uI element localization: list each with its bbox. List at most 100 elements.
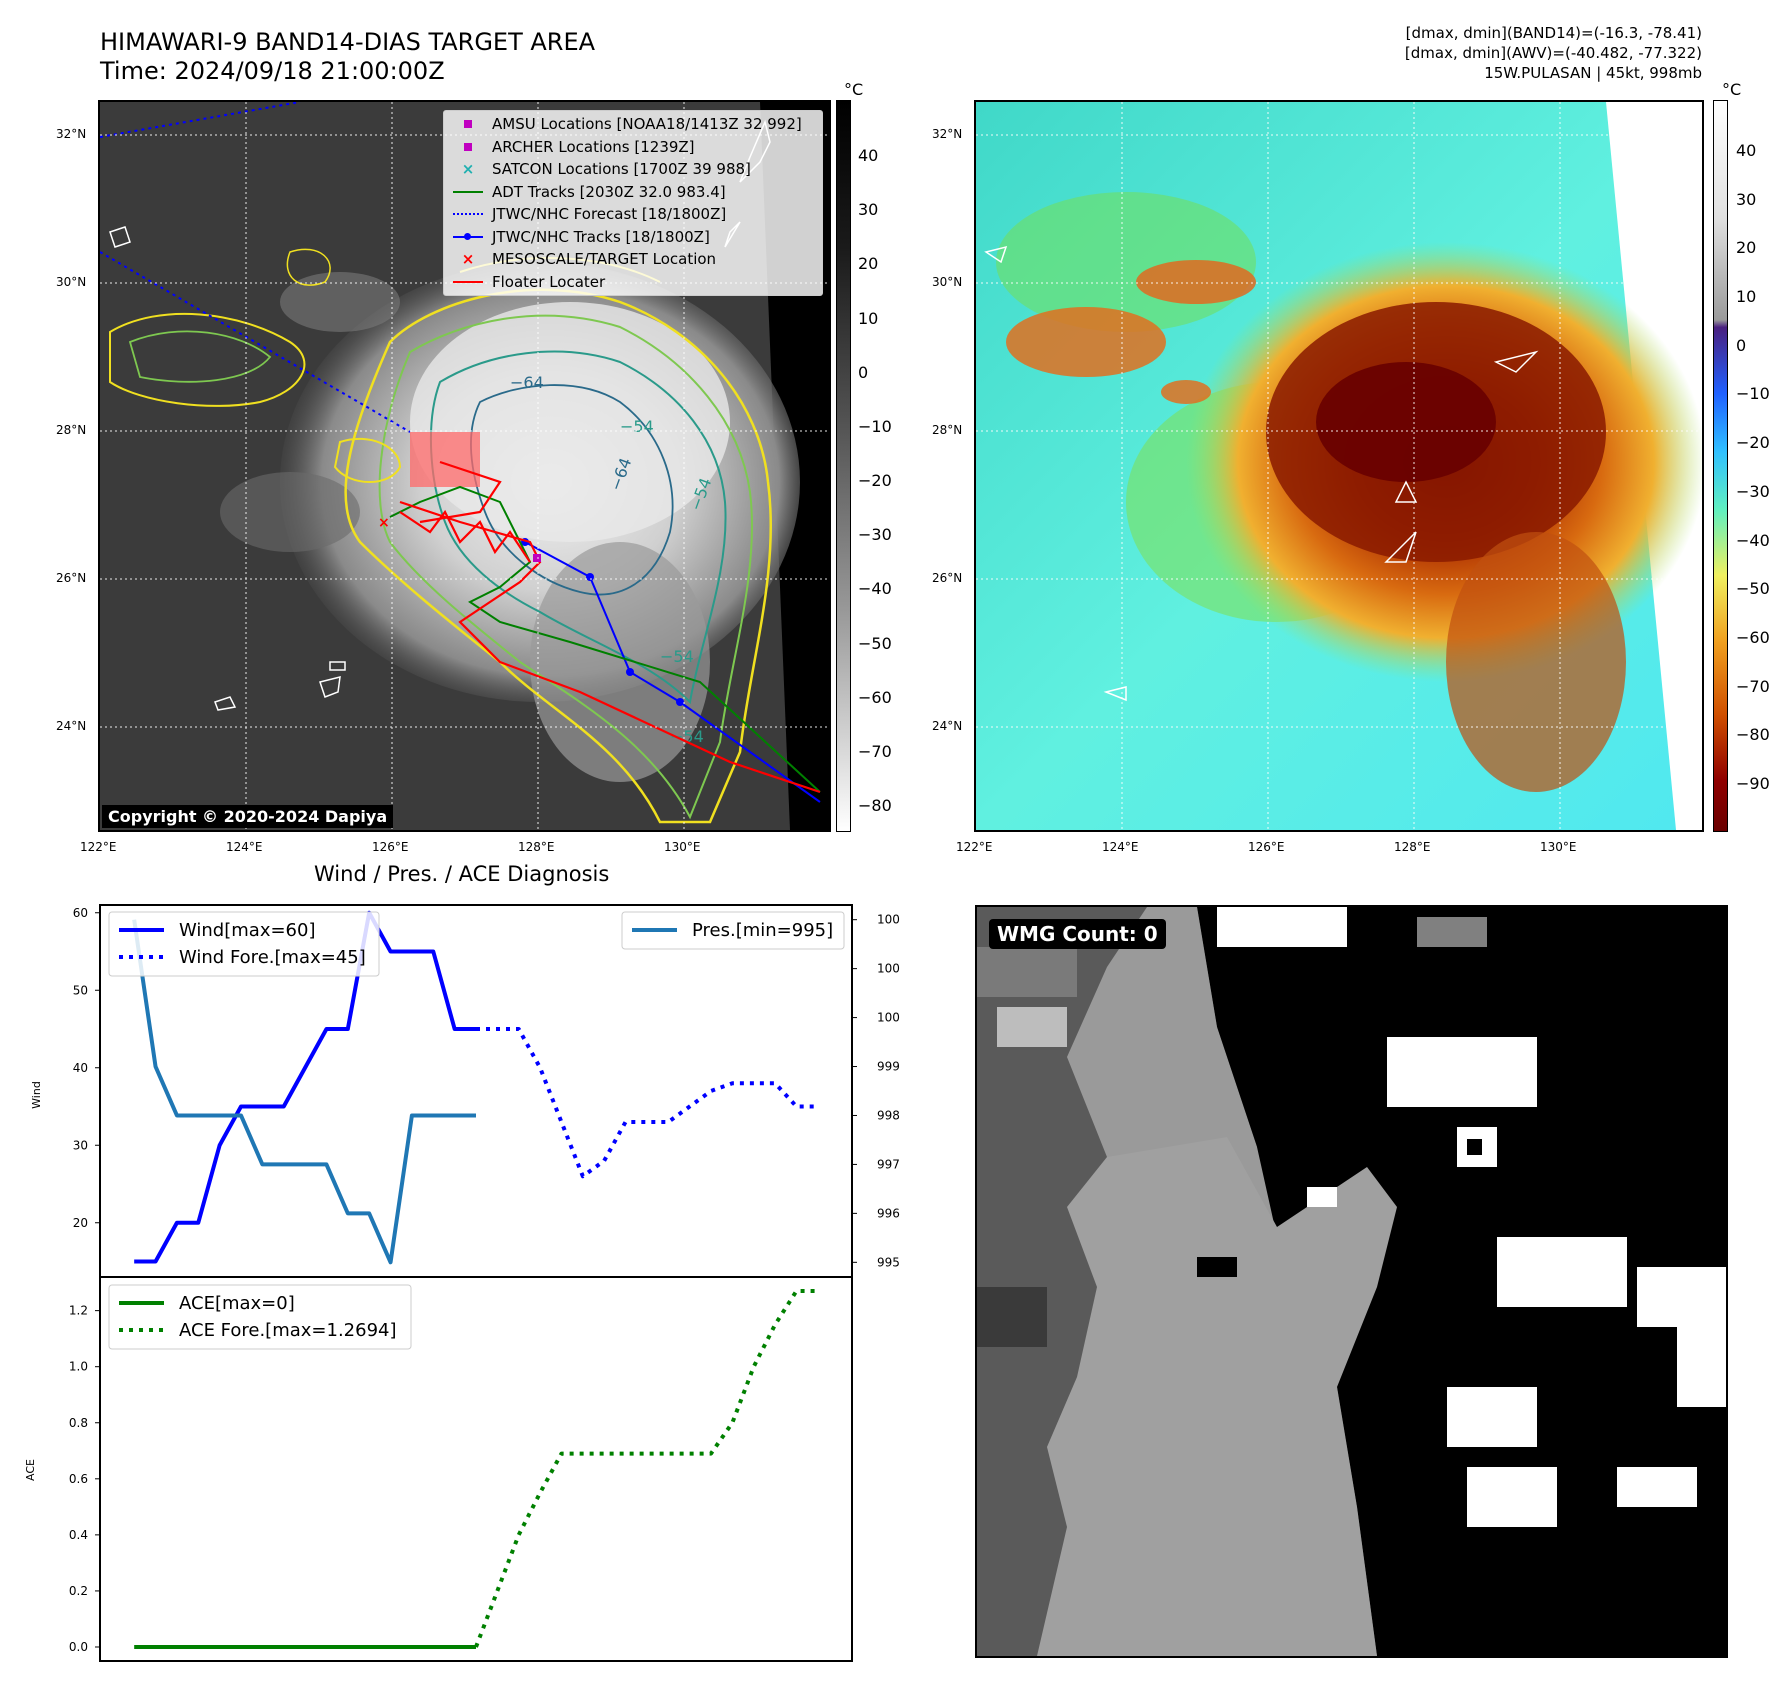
contour-label: −64 bbox=[510, 373, 544, 392]
legend-label: ACE[max=0] bbox=[179, 1293, 295, 1314]
legend-label: Wind Fore.[max=45] bbox=[179, 947, 366, 968]
colorbar-tick: −60 bbox=[1736, 627, 1770, 647]
y-tick-label: 0.6 bbox=[69, 1472, 88, 1486]
legend-item-satcon: × SATCON Locations [1700Z 39 988] bbox=[444, 158, 822, 181]
colorbar-tick: −10 bbox=[1736, 384, 1770, 404]
band14-colorbar bbox=[836, 100, 851, 832]
chart-title: Wind / Pres. / ACE Diagnosis bbox=[314, 862, 610, 886]
colorbar-tick: −10 bbox=[858, 416, 892, 436]
lon-label: 124°E bbox=[226, 840, 263, 854]
lat-label: 32°N bbox=[932, 127, 963, 141]
y-axis-label: ACE bbox=[24, 1459, 37, 1481]
colorbar-tick: 10 bbox=[858, 308, 879, 328]
square-marker-icon bbox=[444, 142, 492, 151]
y-tick-label: 20 bbox=[73, 1216, 88, 1230]
y-right-tick-label: 998 bbox=[877, 1108, 900, 1122]
colorbar-tick: −20 bbox=[858, 471, 892, 490]
wmg-panel: WMG Count: 0 bbox=[975, 905, 1728, 1658]
legend-label: SATCON Locations [1700Z 39 988] bbox=[492, 160, 751, 179]
colorbar-tick: 20 bbox=[1736, 238, 1757, 258]
legend-label: AMSU Locations [NOAA18/1413Z 32 992] bbox=[492, 115, 802, 134]
y-right-tick-label: 1002 bbox=[877, 913, 900, 927]
colorbar-tick: 10 bbox=[1736, 287, 1757, 307]
colorbar-tick: 30 bbox=[1736, 189, 1757, 209]
pressure-legend bbox=[621, 911, 845, 950]
contour-label: −54 bbox=[670, 727, 704, 746]
awv-map-image bbox=[976, 102, 1702, 830]
lat-label: 24°N bbox=[932, 719, 963, 733]
dotted-line-icon bbox=[444, 213, 492, 216]
y-right-tick-label: 997 bbox=[877, 1157, 900, 1171]
lon-label: 126°E bbox=[372, 840, 409, 854]
lon-label: 126°E bbox=[1248, 840, 1285, 854]
y-axis-label: Wind bbox=[30, 1081, 43, 1109]
legend-label: ACE Fore.[max=1.2694] bbox=[179, 1320, 397, 1341]
lon-label: 130°E bbox=[1540, 840, 1577, 854]
colorbar-tick: 20 bbox=[858, 254, 879, 274]
y-tick-label: 40 bbox=[73, 1061, 88, 1075]
legend-label: Pres.[min=995] bbox=[692, 920, 833, 941]
colorbar-tick: −50 bbox=[1736, 579, 1770, 599]
colorbar-tick: 0 bbox=[858, 362, 869, 382]
legend-label: MESOSCALE/TARGET Location bbox=[492, 250, 717, 269]
legend-label: Floater Locater bbox=[492, 272, 606, 291]
y-tick-label: 0.4 bbox=[69, 1528, 88, 1542]
colorbar-tick: 0 bbox=[1736, 335, 1747, 355]
wmg-count-label: WMG Count: 0 bbox=[989, 919, 1166, 949]
colorbar-tick: −30 bbox=[858, 525, 892, 545]
wind-legend bbox=[108, 911, 380, 977]
legend-item-archer: ARCHER Locations [1239Z] bbox=[444, 136, 822, 159]
y-right-tick-label: 1000 bbox=[877, 1011, 900, 1025]
legend-label: JTWC/NHC Tracks [18/1800Z] bbox=[492, 227, 710, 246]
y-right-tick-label: 999 bbox=[877, 1060, 900, 1074]
colorbar-tick: −50 bbox=[858, 633, 892, 653]
series-line-wind-forecast bbox=[476, 1027, 818, 1179]
colorbar-tick: −70 bbox=[1736, 676, 1770, 696]
colorbar-tick: −80 bbox=[1736, 725, 1770, 745]
x-marker-icon: × bbox=[461, 250, 475, 269]
colorbar-tick: 40 bbox=[858, 146, 879, 165]
contour-label: −54 bbox=[660, 647, 694, 666]
lat-label: 26°N bbox=[56, 571, 87, 585]
lon-label: 122°E bbox=[956, 840, 993, 854]
legend-label: ARCHER Locations [1239Z] bbox=[492, 137, 695, 156]
colorbar-unit: °C bbox=[844, 80, 864, 99]
y-tick-label: 30 bbox=[73, 1138, 88, 1152]
lat-label: 32°N bbox=[56, 127, 87, 141]
lat-label: 26°N bbox=[932, 571, 963, 585]
colorbar-tick: −60 bbox=[858, 687, 892, 707]
y-right-tick-label: 995 bbox=[877, 1255, 900, 1269]
colorbar-tick: −20 bbox=[1736, 433, 1770, 453]
lat-label: 28°N bbox=[932, 423, 963, 437]
colorbar-tick: −40 bbox=[858, 579, 892, 599]
lat-label: 28°N bbox=[56, 423, 87, 437]
legend-item-jtwc-forecast: JTWC/NHC Forecast [18/1800Z] bbox=[444, 203, 822, 226]
legend-item-floater: Floater Locater bbox=[444, 271, 822, 294]
svg-text:×: × bbox=[378, 515, 390, 531]
dmax-band14-info: [dmax, dmin](BAND14)=(-16.3, -78.41) bbox=[1405, 24, 1702, 42]
line-icon bbox=[444, 280, 492, 283]
colorbar-tick: 40 bbox=[1736, 141, 1757, 160]
lon-label: 128°E bbox=[1394, 840, 1431, 854]
line-icon bbox=[444, 190, 492, 193]
map-legend: AMSU Locations [NOAA18/1413Z 32 992] ARC… bbox=[443, 110, 823, 296]
series-line-pressure bbox=[132, 919, 476, 1265]
band14-map-panel: −64 −54 −64 −54 −54 −54 × bbox=[98, 100, 831, 832]
figure-title-line2: Time: 2024/09/18 21:00:00Z bbox=[100, 57, 445, 85]
y-tick-label: 1.0 bbox=[69, 1360, 88, 1374]
legend-item-adt: ADT Tracks [2030Z 32.0 983.4] bbox=[444, 181, 822, 204]
y-right-tick-label: 996 bbox=[877, 1206, 900, 1220]
legend-label: Wind[max=60] bbox=[179, 920, 316, 941]
lon-label: 124°E bbox=[1102, 840, 1139, 854]
x-marker-icon: × bbox=[461, 160, 475, 179]
lon-label: 130°E bbox=[664, 840, 701, 854]
wmg-image bbox=[977, 907, 1726, 1656]
legend-label: ADT Tracks [2030Z 32.0 983.4] bbox=[492, 182, 726, 201]
series-line-wind bbox=[134, 910, 476, 1264]
colorbar-unit: °C bbox=[1722, 80, 1742, 99]
y-tick-label: 60 bbox=[73, 906, 88, 920]
y-tick-label: 0.2 bbox=[69, 1584, 88, 1598]
y-tick-label: 0.8 bbox=[69, 1416, 88, 1430]
